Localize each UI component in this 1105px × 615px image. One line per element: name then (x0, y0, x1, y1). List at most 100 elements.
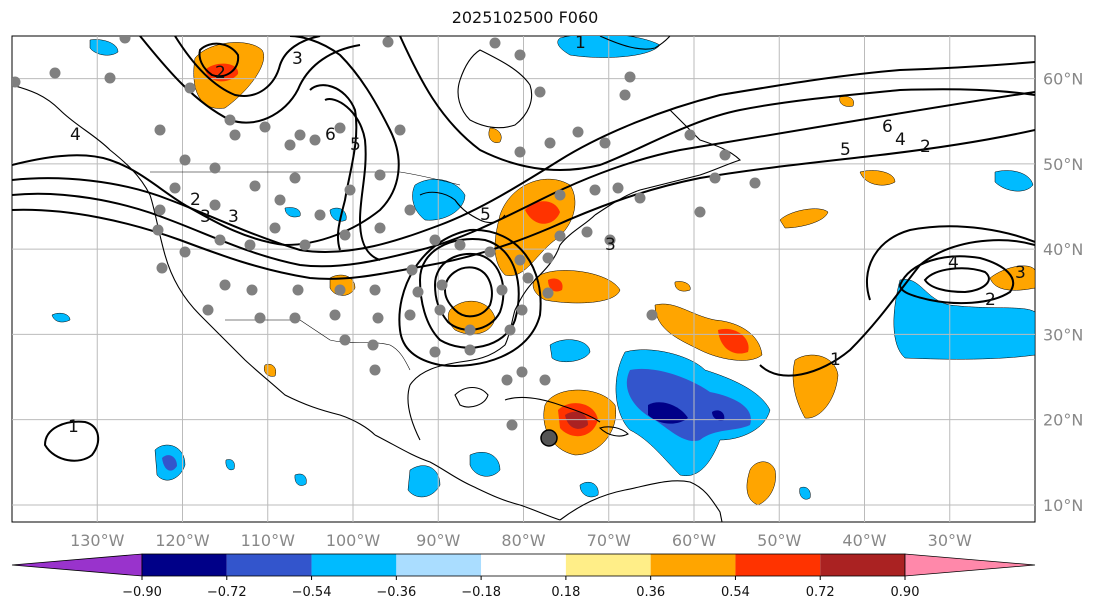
station-marker (259, 121, 271, 133)
station-marker (209, 162, 221, 174)
station-marker (604, 234, 616, 246)
station-marker (542, 252, 554, 264)
colorbar-segment (820, 554, 905, 576)
station-marker-highlight (540, 429, 558, 447)
shade-red-1 (205, 63, 239, 82)
shade-lightblue-2 (412, 179, 466, 221)
contour-label: 3 (292, 49, 303, 69)
contour-label: 4 (70, 125, 81, 145)
station-marker (612, 182, 624, 194)
contour-low-3 (418, 238, 520, 349)
station-marker (412, 286, 424, 298)
lat-label: 50°N (1043, 155, 1083, 174)
station-marker (506, 419, 518, 431)
station-marker (539, 374, 551, 386)
station-marker (634, 192, 646, 204)
station-marker (501, 374, 513, 386)
station-marker (394, 124, 406, 136)
contour-atl-1 (759, 239, 1035, 377)
station-marker (404, 309, 416, 321)
contour-label-layer: 3 3 3 5 6 5 4 2 1 4 2 4 6 5 3 3 1 1 2 2 (68, 36, 1026, 437)
station-marker (496, 284, 508, 296)
lon-label: 130°W (70, 531, 125, 550)
contour-label: 3 (228, 207, 239, 227)
colorbar-tick-label: −0.36 (376, 585, 416, 600)
station-marker (289, 312, 301, 324)
contour-atl-3 (923, 267, 990, 294)
station-marker (369, 364, 381, 376)
station-marker (334, 284, 346, 296)
station-marker (542, 287, 554, 299)
shade-orange-16 (674, 281, 691, 292)
contour-atl-4 (865, 225, 1035, 301)
station-marker (49, 67, 61, 79)
station-marker (554, 189, 566, 201)
station-marker (299, 239, 311, 251)
station-marker (339, 334, 351, 346)
lat-label: 20°N (1043, 411, 1083, 430)
colorbar-tick-label: −0.90 (122, 585, 162, 600)
lon-label: 90°W (416, 531, 460, 550)
lon-label: 60°W (672, 531, 716, 550)
station-marker (684, 129, 696, 141)
contour-label: 3 (1015, 263, 1026, 283)
shade-blue-3 (626, 368, 751, 441)
colorbar-tick-label: −0.18 (461, 585, 501, 600)
colorbar-segment (735, 554, 821, 576)
station-marker (624, 71, 636, 83)
map-title: 2025102500 F060 (451, 8, 599, 27)
station-marker (294, 129, 306, 141)
colorbar-tick-label: 0.72 (806, 585, 835, 600)
shade-red-2 (525, 201, 560, 224)
colorbar-tick-label: 0.90 (891, 585, 920, 600)
station-marker (152, 224, 164, 236)
contour-atl-2 (898, 255, 1015, 305)
lon-label: 50°W (757, 531, 801, 550)
shade-lightblue-9 (579, 481, 599, 498)
station-marker (589, 184, 601, 196)
coast-hudson-bay (457, 49, 533, 129)
colorbar-tick-label: −0.54 (292, 585, 332, 600)
us-mexico-border (225, 319, 411, 371)
contour-label: 2 (190, 190, 201, 210)
coast-south-america (559, 480, 723, 522)
coast-greenland (599, 36, 671, 50)
station-marker (504, 324, 516, 336)
station-marker (274, 194, 286, 206)
lat-label: 60°N (1043, 70, 1083, 89)
shade-lightblue-12 (51, 312, 71, 323)
colorbar-segment (481, 554, 566, 576)
station-marker (489, 37, 501, 49)
shade-lightblue-17 (225, 459, 235, 471)
contour-label: 3 (200, 207, 211, 227)
station-marker (516, 366, 528, 378)
contour-label: 5 (480, 205, 491, 225)
station-marker (709, 172, 721, 184)
coast-central-america (374, 434, 561, 521)
colorbar: −0.90 −0.72 −0.54 −0.36 −0.18 0.18 0.36 0.54 0.7… (11, 553, 1036, 600)
contour-9 (324, 98, 381, 261)
station-marker (581, 226, 593, 238)
station-marker (514, 49, 526, 61)
station-marker (369, 284, 381, 296)
contour-label: 4 (948, 253, 959, 273)
lat-label: 40°N (1043, 240, 1083, 259)
coast-atlantic-canada (594, 109, 742, 216)
station-marker (179, 246, 191, 258)
coast-yucatan (454, 386, 489, 408)
station-marker (522, 272, 534, 284)
station-marker (367, 339, 379, 351)
shade-lightblue-7 (407, 465, 441, 498)
station-marker (484, 246, 496, 258)
station-marker (254, 312, 266, 324)
contour-label: 4 (895, 130, 906, 150)
station-marker (646, 309, 658, 321)
contour-6 (174, 36, 321, 97)
shade-navy-3 (648, 402, 688, 424)
station-marker (514, 254, 526, 266)
lon-label: 40°W (842, 531, 886, 550)
station-marker (284, 139, 296, 151)
station-marker (314, 209, 326, 221)
station-marker (154, 124, 166, 136)
station-marker (694, 206, 706, 218)
